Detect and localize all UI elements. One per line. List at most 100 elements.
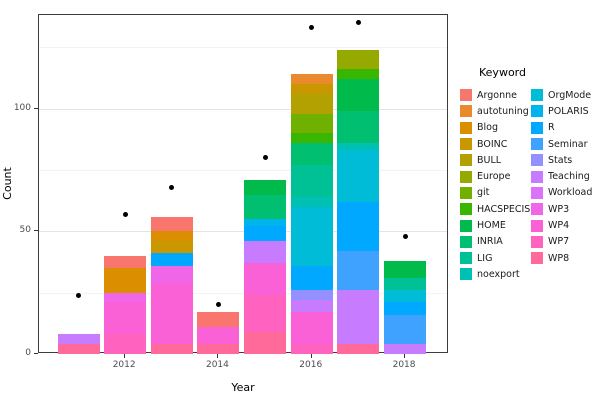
legend-item-label: INRIA <box>477 236 503 248</box>
legend-item-label: Europe <box>477 171 511 183</box>
bar-segment-2016-WP4 <box>290 312 333 345</box>
y-tick-label-50: 50 <box>19 225 31 236</box>
bar-segment-2015-INRIA <box>244 194 287 220</box>
bar-segment-2016-LIG <box>290 165 333 197</box>
point-2012 <box>122 211 128 217</box>
bar-segment-2017-noexport <box>337 143 380 151</box>
y-axis-title-wrap: Count <box>0 14 14 353</box>
legend-column-2: OrgMode POLARIS R Seminar Stats Teaching Workl… <box>531 87 598 283</box>
legend-item-WP7: WP7 <box>531 234 598 250</box>
bar-segment-2015-WP8 <box>244 331 287 354</box>
bar-segment-2018-R <box>384 302 427 315</box>
legend-item-label: BOINC <box>477 138 508 150</box>
y-tick-mark-50 <box>34 230 38 232</box>
x-tick-label-2016: 2016 <box>299 360 323 370</box>
bar-segment-2015-R <box>244 226 287 242</box>
legend-item-label: HACSPECIS <box>477 203 531 215</box>
legend-item-Europe: Europe <box>460 168 527 184</box>
bar-segment-2013-WP4 <box>150 282 193 345</box>
bar-segment-2016-INRIA <box>290 143 333 166</box>
legend-item-Teaching: Teaching <box>531 168 598 184</box>
legend-item-Blog: Blog <box>460 120 527 136</box>
legend-key-swatch-Stats <box>531 154 543 167</box>
x-tick-mark-2016 <box>310 354 312 358</box>
legend-key-swatch-Teaching <box>531 170 543 183</box>
bar-segment-2016-WP7 <box>290 344 333 354</box>
bar-segment-2011-Teaching <box>57 334 100 345</box>
bar-segment-2017-HACSPECIS <box>337 69 380 80</box>
legend-item-Workload: Workload <box>531 185 598 201</box>
point-2014 <box>215 302 221 308</box>
legend-item-label: HOME <box>477 220 506 232</box>
gridline-major-50 <box>39 231 447 233</box>
legend-item-label: autotuning <box>477 105 529 117</box>
point-2013 <box>169 184 175 190</box>
legend-item-label: Blog <box>477 122 498 134</box>
bar-segment-2013-WP8 <box>150 344 193 354</box>
legend-item-label: Argonne <box>477 89 517 101</box>
legend-columns: Argonne autotuning Blog BOINC BULL Europe git H… <box>460 87 598 283</box>
bar-segment-2011-WP8 <box>57 344 100 354</box>
legend-item-label: POLARIS <box>548 105 589 117</box>
legend-key-swatch-R <box>531 121 543 134</box>
point-2015 <box>262 155 268 161</box>
bar-segment-2018-Seminar <box>384 314 427 345</box>
legend-key-swatch-OrgMode <box>531 89 543 102</box>
plot-panel <box>38 14 448 354</box>
x-tick-mark-2014 <box>217 354 219 358</box>
legend-key-swatch-WP7 <box>531 235 543 248</box>
point-2011 <box>76 292 81 298</box>
bar-segment-2016-autotuning <box>290 74 333 85</box>
legend-title: Keyword <box>479 66 526 79</box>
legend-item-label: Stats <box>548 154 573 166</box>
legend-item-autotuning: autotuning <box>460 103 529 119</box>
bar-segment-2017-Teaching <box>337 290 380 345</box>
legend-key-swatch-WP3 <box>531 203 543 216</box>
legend-key-swatch-git <box>460 186 472 199</box>
y-tick-mark-0 <box>34 353 38 354</box>
y-tick-mark-100 <box>34 107 38 109</box>
bar-segment-2015-WP7 <box>244 295 287 332</box>
bar-segment-2013-BOINC <box>150 241 193 254</box>
bar-segment-2017-Seminar <box>337 250 380 291</box>
legend-item-label: WP7 <box>548 236 570 248</box>
legend-item-INRIA: INRIA <box>460 234 527 250</box>
y-tick-label-100: 100 <box>13 102 31 113</box>
bar-segment-2013-Argonne <box>150 216 193 232</box>
legend-key-swatch-WP8 <box>531 252 543 265</box>
legend-item-LIG: LIG <box>460 250 527 266</box>
legend-item-HACSPECIS: HACSPECIS <box>460 201 531 217</box>
legend-item-label: Seminar <box>548 138 588 150</box>
bar-segment-2015-POLARIS <box>244 219 287 227</box>
bar-segment-2017-OrgMode <box>337 150 380 202</box>
bar-segment-2015-HOME <box>244 179 287 195</box>
point-2017 <box>355 20 361 26</box>
x-tick-label-2012: 2012 <box>112 360 136 370</box>
bar-segment-2016-HACSPECIS <box>290 133 333 143</box>
x-tick-label-2018: 2018 <box>392 360 416 370</box>
bar-segment-2014-Argonne <box>197 312 240 327</box>
bar-segment-2018-OrgMode <box>384 290 427 303</box>
legend-key-swatch-LIG <box>460 252 472 265</box>
y-tick-label-0: 0 <box>25 348 31 358</box>
legend-item-Argonne: Argonne <box>460 87 527 103</box>
gridline-minor-75 <box>39 170 447 171</box>
bar-segment-2014-WP8 <box>197 344 240 354</box>
bar-segment-2016-Teaching <box>290 300 333 313</box>
legend-key-swatch-HACSPECIS <box>460 203 472 216</box>
legend-item-label: noexport <box>477 268 520 280</box>
legend-key-swatch-Blog <box>460 121 472 134</box>
legend-column-1: Argonne autotuning Blog BOINC BULL Europe git H… <box>460 87 531 283</box>
bar-segment-2016-git <box>290 113 333 134</box>
bar-segment-2012-WP3 <box>104 292 147 303</box>
legend-key-swatch-Europe <box>460 170 472 183</box>
x-tick-mark-2012 <box>124 354 126 358</box>
bar-segment-2012-Blog <box>104 268 147 293</box>
bar-segment-2013-WP3 <box>150 265 193 283</box>
legend-item-Seminar: Seminar <box>531 136 598 152</box>
legend-key-swatch-Argonne <box>460 89 472 102</box>
point-2016 <box>309 25 315 31</box>
bar-segment-2015-Teaching <box>244 241 287 264</box>
bar-segment-2018-Teaching <box>384 344 427 354</box>
